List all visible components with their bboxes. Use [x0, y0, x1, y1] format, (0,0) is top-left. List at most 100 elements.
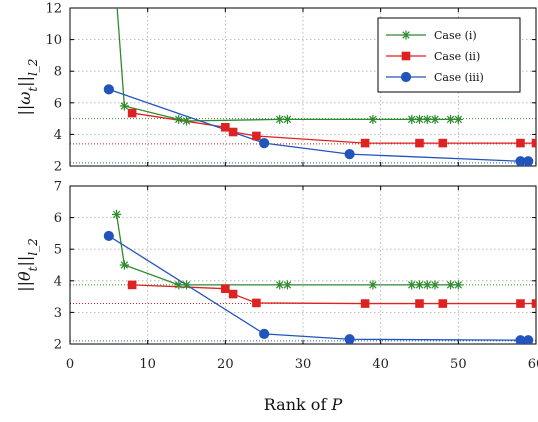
data-point	[438, 138, 448, 148]
data-point	[228, 127, 238, 137]
data-point	[422, 114, 432, 124]
x-tick-label: 40	[372, 357, 389, 372]
data-point	[252, 131, 261, 141]
data-point-stroke	[369, 281, 377, 289]
data-point	[368, 114, 378, 124]
y-tick-label: 5	[54, 243, 62, 258]
y-tick-label: 2	[54, 338, 62, 353]
data-point-stroke	[446, 115, 455, 124]
data-point	[127, 280, 137, 290]
data-point	[523, 156, 534, 166]
data-point	[119, 101, 129, 111]
data-point	[523, 335, 534, 344]
data-point-stroke	[113, 0, 120, 3]
data-point	[453, 280, 463, 290]
data-point-stroke	[275, 281, 284, 289]
y-axis-label: ||θt||l_2	[15, 238, 40, 292]
y-tick-label: 8	[54, 65, 62, 80]
data-point	[415, 138, 424, 148]
data-point-stroke	[120, 102, 129, 110]
legend-entry-label: Case (ii)	[434, 50, 480, 63]
data-point-stroke	[182, 281, 191, 289]
y-tick-label: 3	[54, 306, 62, 321]
data-point-stroke	[120, 261, 129, 269]
data-point-stroke	[423, 115, 432, 124]
data-point-stroke	[431, 115, 439, 124]
data-point	[259, 328, 270, 339]
data-point	[531, 299, 536, 308]
data-point	[119, 260, 129, 270]
data-point	[103, 84, 114, 95]
data-point	[438, 299, 448, 308]
data-point-stroke	[113, 0, 120, 3]
data-point	[414, 280, 425, 290]
data-point-stroke	[369, 115, 377, 124]
data-point	[282, 114, 293, 124]
data-point	[103, 230, 114, 242]
data-point	[415, 299, 424, 308]
data-point	[228, 289, 238, 299]
data-point	[445, 114, 456, 124]
data-point-stroke	[174, 281, 183, 289]
y-tick-label: 4	[54, 128, 62, 143]
y-tick-label: 12	[45, 2, 62, 17]
data-point-stroke	[431, 281, 439, 289]
y-axis-label: ||ωt||l_2	[15, 59, 40, 116]
series-line	[132, 284, 536, 305]
data-point	[414, 114, 425, 124]
data-point	[407, 280, 417, 290]
data-point-stroke	[415, 115, 424, 124]
data-point	[282, 280, 293, 290]
series-line	[115, 214, 459, 286]
series-area	[103, 209, 536, 344]
series-line	[108, 88, 529, 162]
data-point	[221, 122, 230, 132]
data-point	[445, 280, 456, 290]
data-point-stroke	[112, 210, 121, 219]
data-point-stroke	[275, 115, 284, 124]
data-point	[174, 280, 184, 290]
data-point	[407, 114, 417, 124]
data-point-stroke	[402, 31, 410, 39]
data-point	[531, 138, 536, 148]
data-point	[344, 334, 355, 344]
data-point	[400, 71, 412, 83]
data-point	[453, 114, 463, 124]
data-point	[360, 299, 370, 308]
data-point	[112, 209, 122, 220]
data-point	[401, 51, 411, 61]
legend: Case (i) Case (ii) Case (iii)	[377, 17, 521, 93]
data-point	[181, 116, 192, 126]
x-tick-label: 0	[66, 357, 74, 372]
data-point	[174, 114, 184, 124]
data-point	[275, 280, 285, 290]
data-point	[422, 280, 432, 290]
data-point-stroke	[446, 281, 455, 289]
data-point-stroke	[283, 281, 292, 289]
data-point	[344, 149, 355, 160]
legend-entry-label: Case (i)	[434, 29, 477, 42]
data-point	[221, 284, 230, 293]
y-tick-label: 4	[54, 274, 62, 289]
data-point	[360, 138, 370, 148]
y-tick-label: 6	[54, 96, 62, 111]
data-point	[181, 280, 192, 290]
panel-2: 2 3 4 5 6 7 0 10 20 30 40 50 60 ||θt||l_2 Rank of P	[15, 180, 538, 415]
data-point	[252, 298, 261, 308]
data-point-stroke	[454, 281, 463, 289]
series-line	[108, 235, 529, 341]
x-tick-label: 50	[450, 357, 467, 372]
data-point-stroke	[174, 115, 183, 124]
x-tick-label: 10	[139, 357, 156, 372]
data-point-stroke	[283, 115, 292, 124]
data-point	[401, 30, 411, 40]
x-tick-label: 20	[217, 357, 234, 372]
data-point	[112, 0, 121, 5]
data-point	[275, 114, 285, 124]
y-tick-label: 6	[54, 211, 62, 226]
data-point	[368, 280, 378, 290]
data-point-stroke	[454, 115, 463, 124]
